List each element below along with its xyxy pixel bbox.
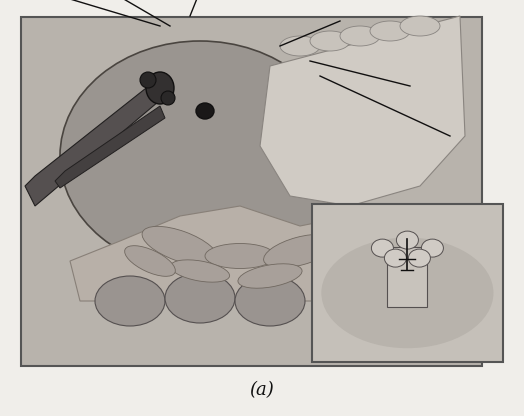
Ellipse shape (60, 41, 340, 271)
Ellipse shape (385, 249, 407, 267)
Ellipse shape (421, 239, 443, 257)
Ellipse shape (321, 238, 494, 348)
Ellipse shape (196, 103, 214, 119)
Ellipse shape (205, 243, 275, 268)
Ellipse shape (140, 72, 156, 88)
Bar (21, 17, 482, 366)
Ellipse shape (238, 264, 302, 288)
Polygon shape (70, 206, 420, 301)
Ellipse shape (280, 36, 320, 56)
Ellipse shape (95, 276, 165, 326)
Ellipse shape (235, 276, 305, 326)
Ellipse shape (340, 26, 380, 46)
Polygon shape (260, 16, 465, 206)
Ellipse shape (408, 249, 430, 267)
Ellipse shape (146, 72, 174, 104)
Text: (a): (a) (249, 381, 275, 399)
Ellipse shape (161, 91, 175, 105)
Ellipse shape (310, 31, 350, 51)
Ellipse shape (165, 273, 235, 323)
Ellipse shape (170, 260, 230, 282)
Ellipse shape (264, 234, 336, 267)
Ellipse shape (372, 239, 394, 257)
Ellipse shape (142, 226, 218, 266)
Bar (312, 204, 503, 362)
Bar (387, 247, 428, 307)
Ellipse shape (370, 21, 410, 41)
Polygon shape (55, 106, 165, 188)
Ellipse shape (125, 246, 176, 276)
Ellipse shape (397, 231, 418, 249)
Polygon shape (25, 81, 165, 206)
Ellipse shape (400, 16, 440, 36)
